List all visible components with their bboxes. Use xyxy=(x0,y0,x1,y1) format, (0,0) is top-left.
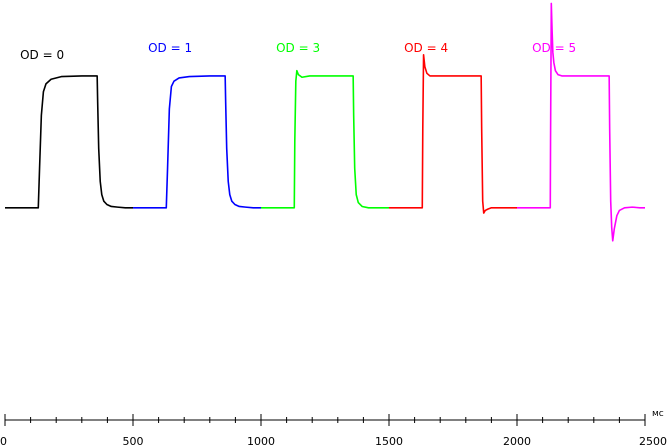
x-tick-label-2500: 2500 xyxy=(639,435,667,447)
series-line-1 xyxy=(5,75,133,209)
x-tick-label-1000: 1000 xyxy=(247,435,275,447)
series-label-5: OD = 5 xyxy=(532,41,576,55)
x-axis-unit-label: мс xyxy=(652,409,664,419)
series-label-4: OD = 4 xyxy=(404,41,448,55)
series-label-layer: OD = 0 OD = 1 OD = 3 OD = 4 OD = 5 xyxy=(20,41,576,62)
x-axis-ticks: 0 500 1000 1500 2000 2500 xyxy=(0,414,667,447)
series-layer xyxy=(5,2,645,242)
x-tick-label-500: 500 xyxy=(123,435,144,447)
series-line-5 xyxy=(517,2,645,242)
series-line-2 xyxy=(133,75,261,209)
x-tick-label-0: 0 xyxy=(0,435,7,447)
series-label-1: OD = 0 xyxy=(20,48,64,62)
x-tick-label-1500: 1500 xyxy=(375,435,403,447)
series-label-3: OD = 3 xyxy=(276,41,320,55)
series-line-4 xyxy=(389,54,517,214)
x-tick-label-2000: 2000 xyxy=(503,435,531,447)
series-line-3 xyxy=(261,69,389,209)
series-label-2: OD = 1 xyxy=(148,41,192,55)
